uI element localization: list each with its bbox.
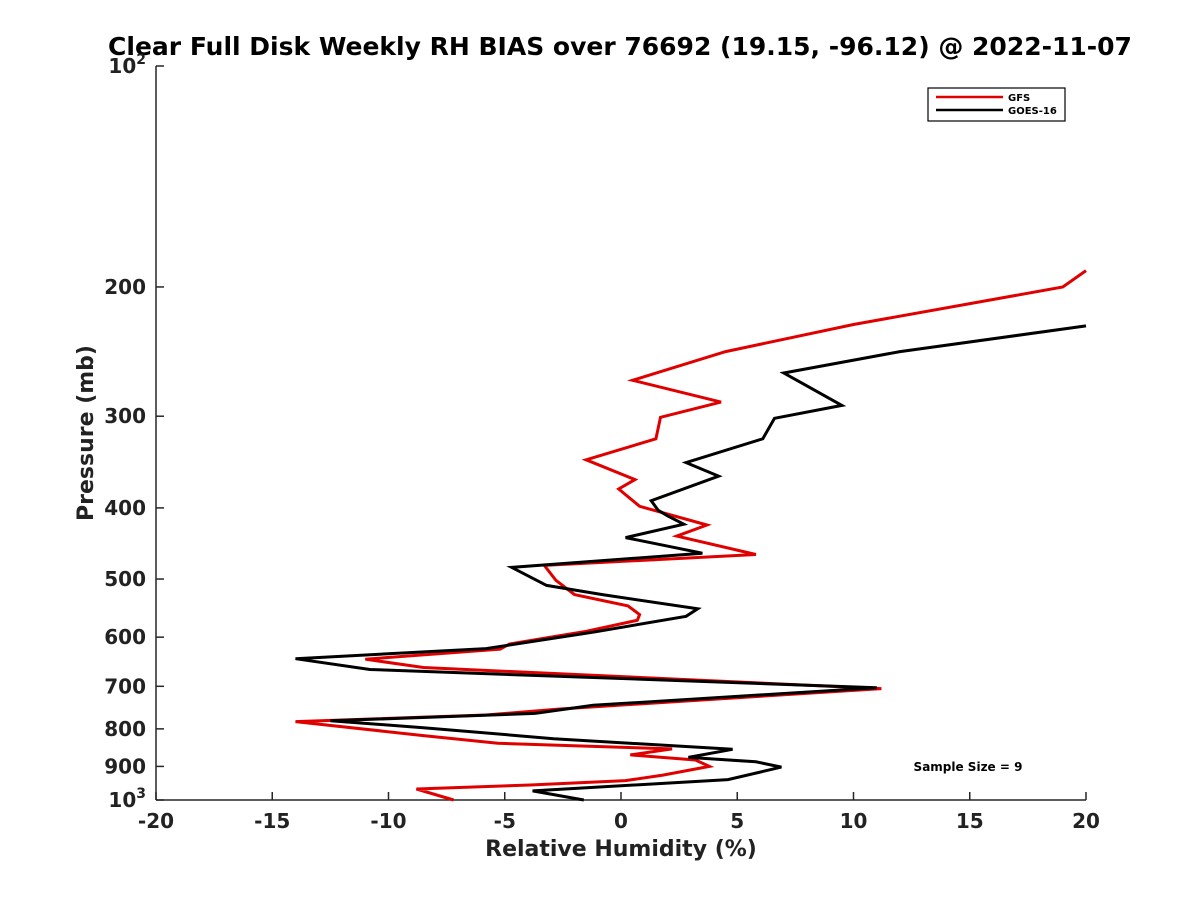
legend-box — [927, 87, 1066, 122]
y-tick-label: 700 — [104, 674, 146, 698]
y-tick-label: 800 — [104, 717, 146, 741]
y-tick-label: 200 — [104, 275, 146, 299]
y-ticks: 102 200 300 400 500 600 700 800 900 103 — [104, 52, 164, 812]
series-line-goes-16 — [295, 324, 1087, 802]
x-tick-label: 10 — [840, 809, 868, 833]
x-tick-label: 5 — [730, 809, 744, 833]
x-tick-label: 20 — [1072, 809, 1100, 833]
x-tick-label: -5 — [494, 809, 516, 833]
series-line-gfs — [295, 269, 1087, 802]
sample-size-annotation: Sample Size = 9 — [914, 760, 1023, 774]
x-tick-label: -20 — [138, 809, 174, 833]
x-ticks: -20 -15 -10 -5 0 5 10 15 20 — [138, 792, 1100, 833]
x-tick-label: -10 — [370, 809, 406, 833]
legend: GFS GOES-16 — [927, 87, 1066, 122]
y-tick-label: 103 — [108, 786, 146, 812]
y-tick-label: 400 — [104, 496, 146, 520]
y-axis-label: Pressure (mb) — [74, 345, 99, 521]
x-tick-label: 15 — [956, 809, 984, 833]
y-tick-label: 500 — [104, 567, 146, 591]
y-tick-label: 900 — [104, 754, 146, 778]
chart-title: Clear Full Disk Weekly RH BIAS over 7669… — [108, 32, 1132, 61]
x-tick-label: 0 — [614, 809, 628, 833]
y-tick-label: 102 — [108, 52, 146, 78]
x-axis-label: Relative Humidity (%) — [485, 837, 757, 862]
series-layer — [295, 269, 1087, 802]
legend-label-gfs: GFS — [1008, 93, 1030, 104]
legend-label-goes16: GOES-16 — [1008, 106, 1057, 117]
x-tick-label: -15 — [254, 809, 290, 833]
y-tick-label: 300 — [104, 404, 146, 428]
y-tick-label: 600 — [104, 625, 146, 649]
